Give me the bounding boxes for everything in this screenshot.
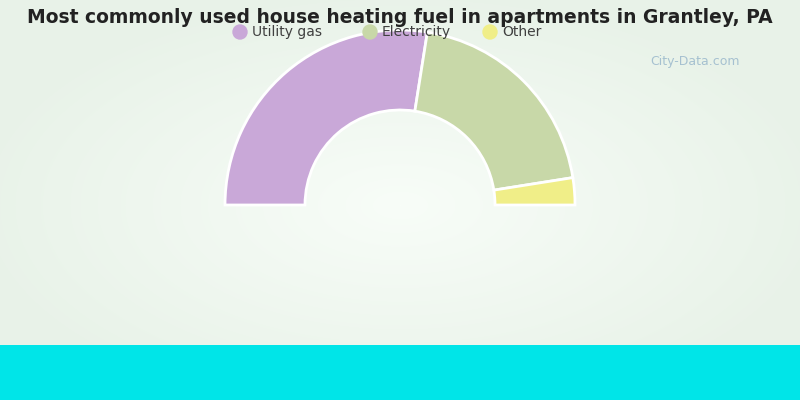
Circle shape [483, 25, 497, 39]
Text: Utility gas: Utility gas [252, 25, 322, 39]
Text: Electricity: Electricity [382, 25, 451, 39]
Wedge shape [494, 178, 575, 205]
Wedge shape [225, 30, 427, 205]
Text: Most commonly used house heating fuel in apartments in Grantley, PA: Most commonly used house heating fuel in… [27, 8, 773, 27]
Wedge shape [415, 32, 573, 190]
Circle shape [233, 25, 247, 39]
Circle shape [363, 25, 377, 39]
Text: City-Data.com: City-Data.com [650, 55, 740, 68]
Text: Other: Other [502, 25, 542, 39]
